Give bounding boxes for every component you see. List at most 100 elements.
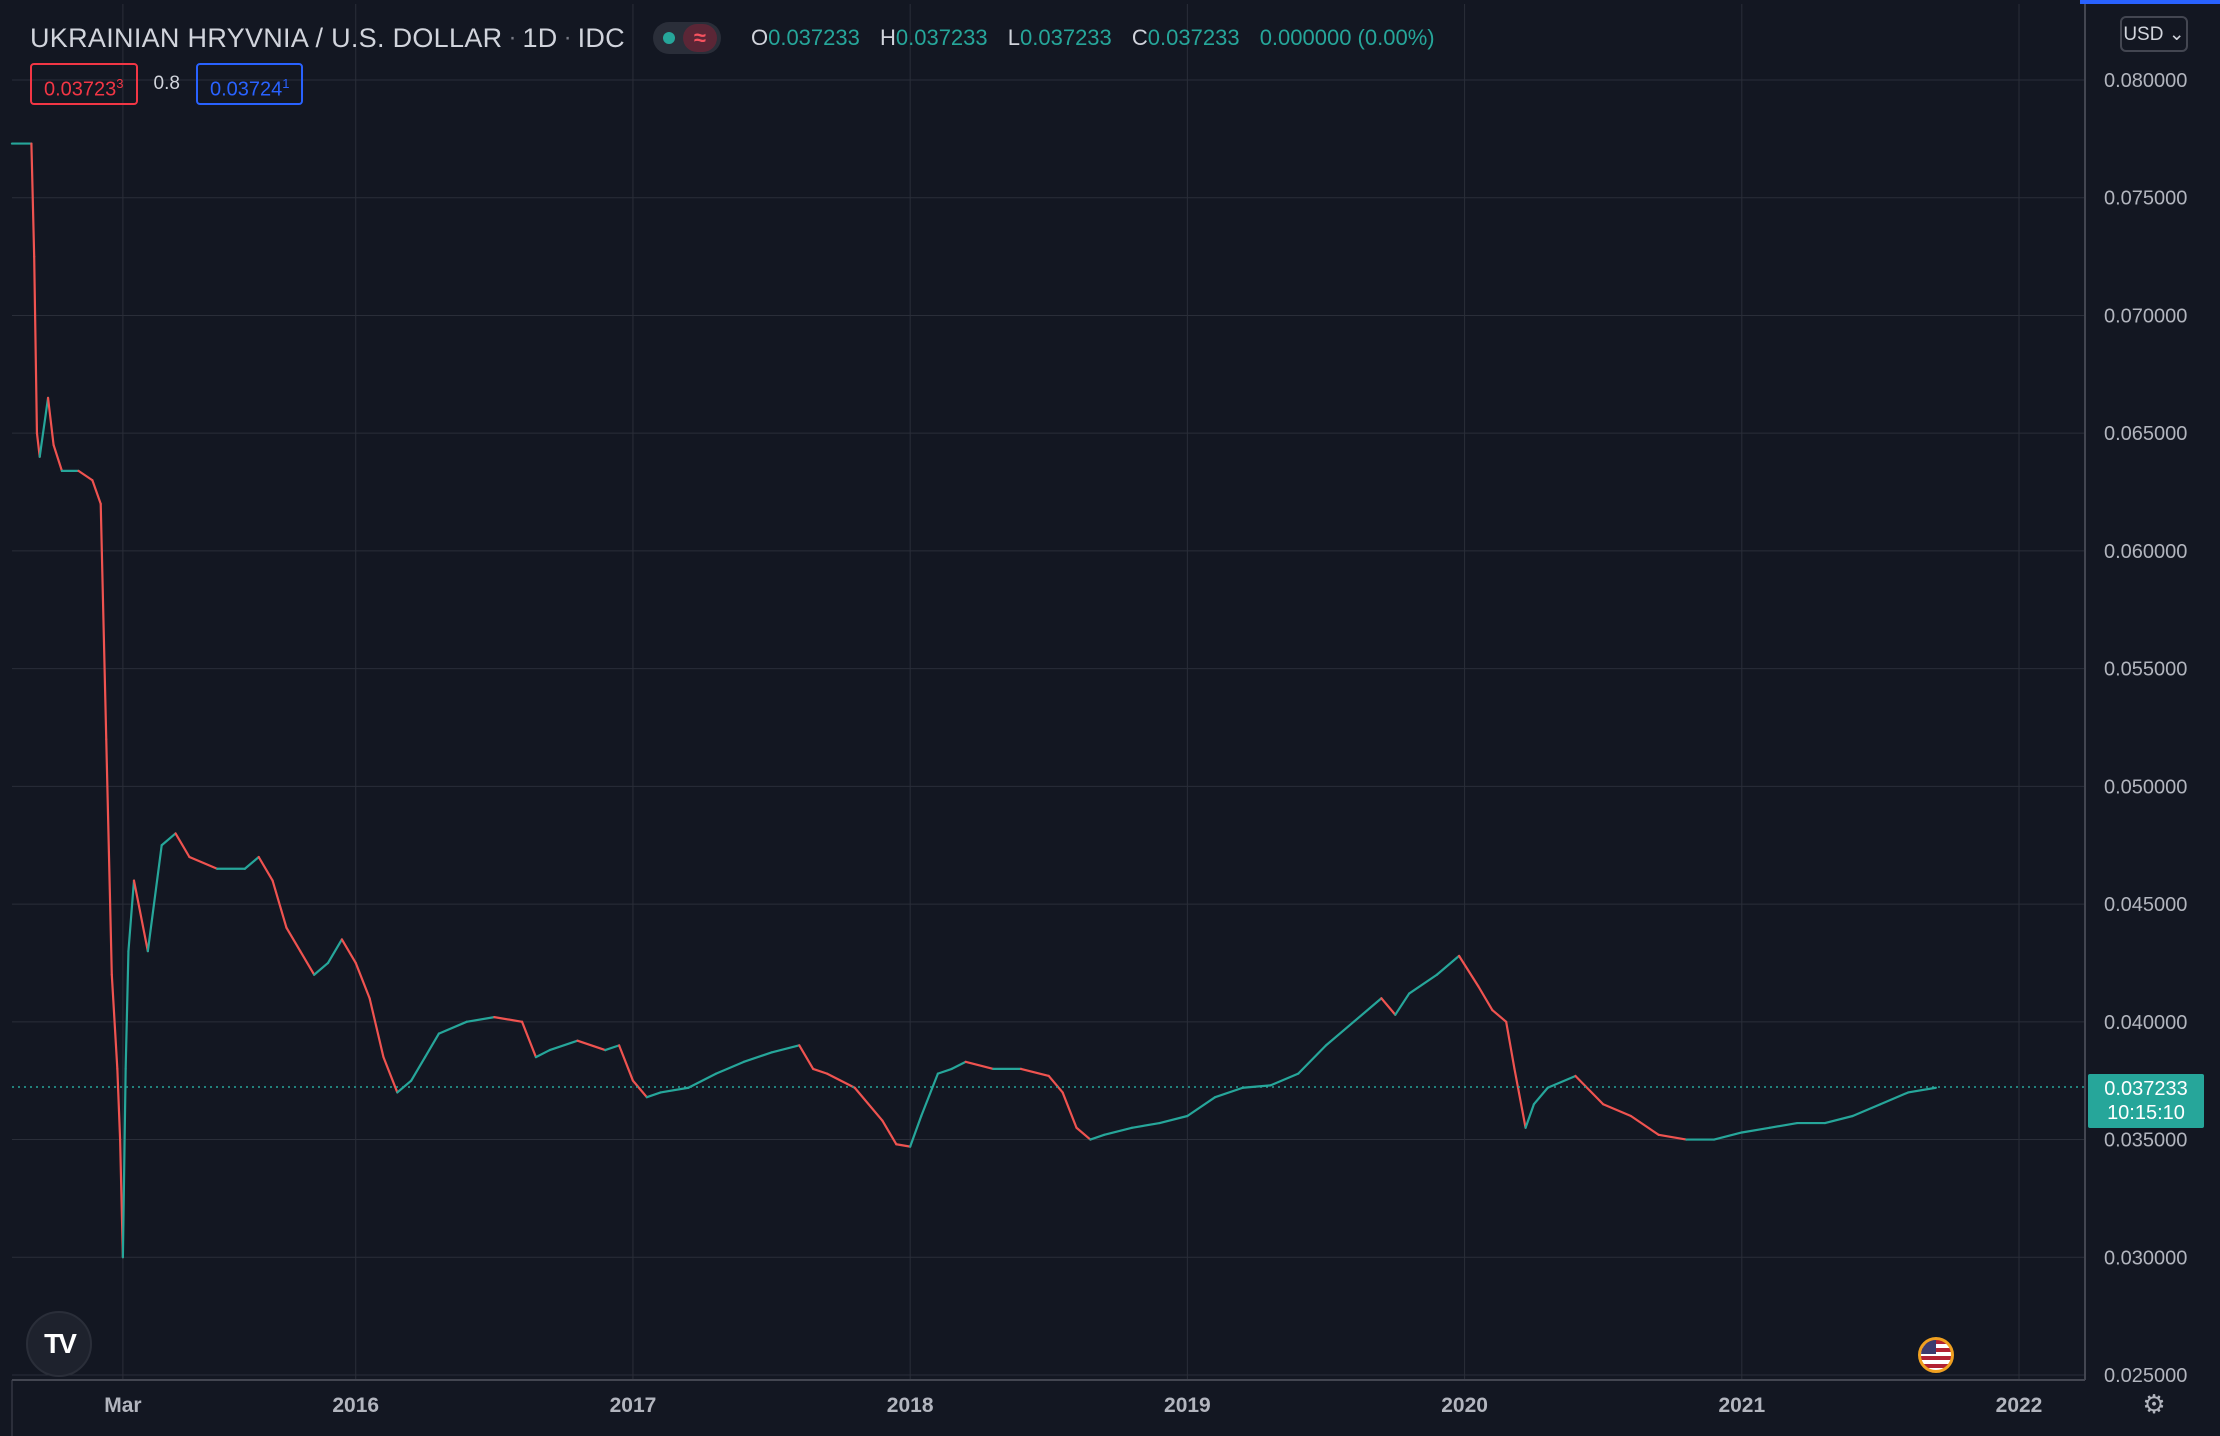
price-segment <box>313 961 330 976</box>
price-segment <box>121 1067 127 1259</box>
y-tick-label: 0.055000 <box>2104 659 2187 681</box>
price-segment <box>1103 1126 1134 1136</box>
price-segment <box>410 1056 427 1082</box>
sell-price-pip: 3 <box>116 76 124 91</box>
currency-select-button[interactable]: USD ⌄ <box>2120 16 2188 52</box>
chart-legend-header: UKRAINIAN HRYVNIA / U.S. DOLLAR · 1D · I… <box>30 18 1435 58</box>
price-segment <box>1241 1084 1272 1089</box>
price-segment <box>1657 1133 1688 1141</box>
x-tick-label: 2022 <box>1996 1394 2043 1417</box>
close-value: 0.037233 <box>1147 25 1240 50</box>
price-segment <box>1879 1091 1910 1106</box>
x-tick-label: 2019 <box>1164 1394 1211 1417</box>
x-tick-label: 2020 <box>1441 1394 1488 1417</box>
price-segment <box>645 1091 662 1099</box>
buy-price-pip: 1 <box>282 76 290 91</box>
price-segment <box>91 479 102 505</box>
close-label: C <box>1131 25 1148 50</box>
price-segment <box>687 1072 718 1089</box>
y-tick-label: 0.045000 <box>2104 894 2187 916</box>
price-segment <box>1158 1114 1189 1125</box>
price-segment <box>881 1119 898 1146</box>
sell-button[interactable]: 0.037233 <box>30 63 138 105</box>
price-segment <box>1477 985 1494 1012</box>
y-axis-ticks: 0.080000 0.075000 0.070000 0.065000 0.060000… <box>2104 70 2187 1387</box>
price-segment <box>1130 1121 1161 1129</box>
price-segment <box>354 961 371 1000</box>
price-segment <box>423 1032 441 1059</box>
low-value: 0.037233 <box>1020 25 1112 50</box>
price-segment <box>1075 1126 1092 1141</box>
sell-price: 0.03723 <box>44 78 117 101</box>
open-value: 0.037233 <box>768 25 860 50</box>
y-tick-label: 0.040000 <box>2104 1012 2187 1034</box>
price-segment <box>1907 1086 1937 1094</box>
price-segment <box>30 142 36 258</box>
price-segment <box>99 502 108 741</box>
tradingview-logo-icon[interactable]: TV <box>26 1311 92 1377</box>
x-tick-label: Mar <box>104 1394 141 1417</box>
price-segment <box>243 855 260 870</box>
price-segment <box>1546 1074 1577 1089</box>
price-segment <box>1019 1067 1050 1078</box>
x-tick-label: 2021 <box>1718 1394 1765 1417</box>
price-segment <box>742 1051 773 1063</box>
price-segment <box>382 1056 399 1094</box>
price-segment <box>1269 1072 1300 1087</box>
y-tick-label: 0.030000 <box>2104 1247 2187 1269</box>
price-segment <box>920 1072 939 1118</box>
x-axis-ticks: Mar 2016 2017 2018 2019 2020 2021 2022 <box>104 1394 2042 1417</box>
price-segment <box>604 1044 621 1052</box>
price-segment <box>396 1079 413 1094</box>
price-segment <box>124 950 130 1071</box>
price-segment <box>1324 1020 1355 1047</box>
price-segment <box>1532 1086 1549 1106</box>
x-tick-label: 2016 <box>332 1394 379 1417</box>
price-segment <box>909 1114 923 1148</box>
price-segment <box>174 832 191 859</box>
price-segment <box>534 1048 551 1059</box>
y-tick-label: 0.080000 <box>2104 70 2187 92</box>
x-tick-label: 2017 <box>610 1394 657 1417</box>
price-segment <box>1352 997 1383 1023</box>
last-price-value: 0.037233 <box>2104 1078 2188 1100</box>
interval-label[interactable]: 1D <box>522 22 558 53</box>
gear-icon[interactable]: ⚙ <box>2142 1389 2166 1419</box>
price-segment <box>77 469 94 482</box>
price-segment <box>825 1072 856 1089</box>
price-segment <box>1047 1074 1064 1094</box>
symbol-title[interactable]: UKRAINIAN HRYVNIA / U.S. DOLLAR <box>30 22 503 53</box>
price-segment <box>853 1086 884 1122</box>
last-price-label[interactable]: 0.037233 10:15:10 <box>2088 1074 2204 1128</box>
price-segment <box>493 1016 524 1023</box>
change-value: 0.000000 (0.00%) <box>1259 25 1435 50</box>
price-segment <box>299 950 316 976</box>
y-tick-label: 0.025000 <box>2104 1365 2187 1387</box>
price-segment <box>1851 1103 1882 1118</box>
ohlc-values: O0.037233 H0.037233 L0.037233 C0.037233 … <box>751 25 1435 51</box>
buy-price: 0.03724 <box>209 78 283 101</box>
price-segment <box>188 855 219 870</box>
market-status-pill[interactable]: ≈ <box>652 22 721 54</box>
price-segment <box>1574 1074 1605 1106</box>
bar-countdown: 10:15:10 <box>2107 1102 2185 1124</box>
price-segment <box>1380 997 1397 1016</box>
price-series <box>10 142 1937 1259</box>
price-segment <box>105 738 113 976</box>
exchange-label: IDC <box>577 22 625 53</box>
y-tick-label: 0.060000 <box>2104 541 2187 563</box>
price-segment <box>132 879 149 953</box>
high-value: 0.037233 <box>895 25 988 50</box>
price-segment <box>520 1020 538 1059</box>
buy-button[interactable]: 0.037241 <box>195 63 304 105</box>
market-status-dot-icon <box>662 32 675 44</box>
price-segment <box>1524 1103 1535 1129</box>
us-flag-icon[interactable] <box>1918 1337 1954 1373</box>
data-problem-icon[interactable]: ≈ <box>682 24 717 52</box>
y-tick-label: 0.065000 <box>2104 423 2187 445</box>
separator-dot: · <box>508 24 517 51</box>
low-label: L <box>1007 25 1021 50</box>
price-segment <box>257 855 274 882</box>
price-segment <box>659 1086 690 1094</box>
